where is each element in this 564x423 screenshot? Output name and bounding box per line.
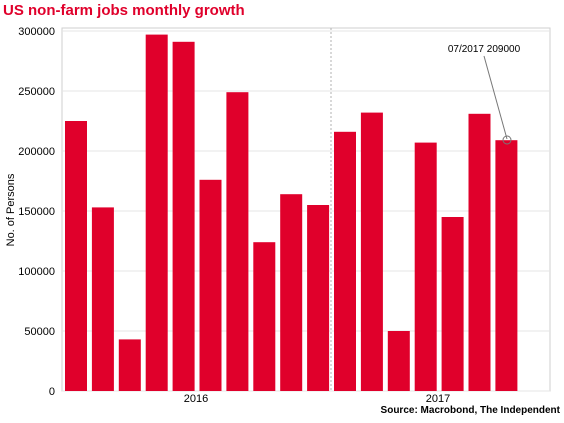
annotation-leader-line <box>483 55 508 140</box>
bar <box>280 194 303 391</box>
annotation-label: 07/2017 209000 <box>448 44 521 55</box>
y-tick-label: 50000 <box>24 326 55 338</box>
bars <box>65 34 518 392</box>
bar <box>91 207 114 391</box>
x-tick-label-2017: 2017 <box>426 393 450 405</box>
bar <box>145 34 168 391</box>
bar <box>199 179 222 391</box>
bar <box>495 140 518 391</box>
bar <box>414 142 437 391</box>
y-tick-label: 250000 <box>18 86 55 98</box>
bar <box>307 205 330 391</box>
bar <box>387 331 410 391</box>
bar <box>118 339 141 391</box>
bar <box>468 113 491 392</box>
bar <box>360 112 383 391</box>
y-tick-label: 150000 <box>18 206 55 218</box>
bar <box>253 242 276 391</box>
y-tick-label: 200000 <box>18 146 55 158</box>
y-tick-label: 300000 <box>18 26 55 38</box>
y-axis-label: No. of Persons <box>5 173 17 246</box>
y-axis-ticks: 0 50000 100000 150000 200000 250000 300000 <box>18 26 55 398</box>
bar <box>441 217 464 391</box>
annotation-marker <box>502 135 512 145</box>
y-tick-label: 100000 <box>18 266 55 278</box>
bar <box>65 121 87 391</box>
bar <box>226 92 249 391</box>
source-note: Source: Macrobond, The Independent <box>380 405 560 416</box>
y-tick-label: 0 <box>49 386 55 398</box>
bar <box>334 131 356 392</box>
chart-title: US non-farm jobs monthly growth <box>3 2 245 19</box>
x-tick-label-2016: 2016 <box>184 393 208 405</box>
bar <box>172 41 195 392</box>
